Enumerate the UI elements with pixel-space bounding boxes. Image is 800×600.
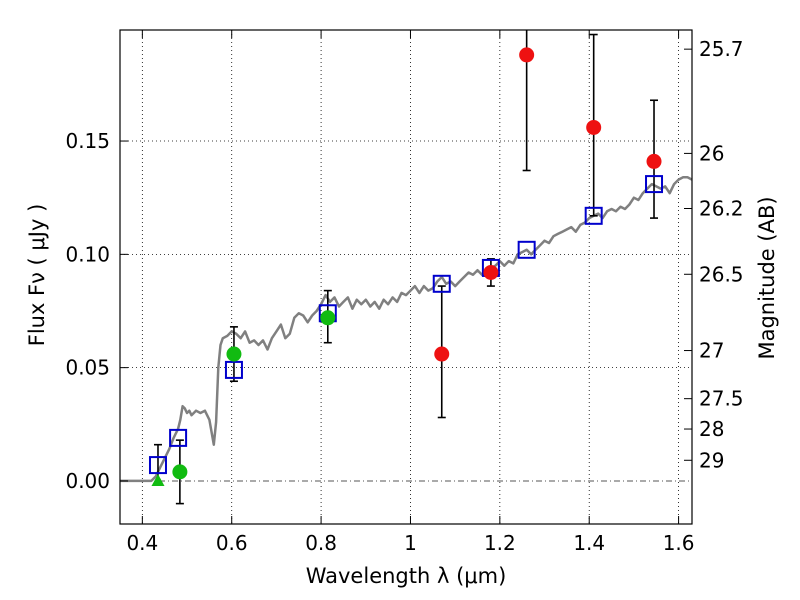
axis-ticks	[120, 30, 692, 524]
grid	[120, 30, 692, 524]
model-flux-marker	[169, 428, 188, 447]
data-markers	[148, 47, 664, 486]
mag-tick-label: 27	[699, 339, 724, 363]
model-flux-marker	[517, 240, 536, 259]
observed-flux-marker	[483, 264, 499, 280]
model-flux-marker	[148, 456, 167, 475]
mag-tick-label: 26.2	[699, 197, 744, 221]
y-tick-label: 0.05	[65, 356, 110, 380]
x-tick-label: 0.6	[216, 531, 248, 555]
model-flux-marker	[584, 206, 603, 225]
observed-flux-marker	[320, 310, 336, 326]
x-tick-labels: 0.4 0.6 0.8 1 1.2 1.4 1.6	[126, 531, 694, 555]
mag-tick-label: 26.5	[699, 262, 744, 286]
model-flux-marker	[432, 274, 451, 293]
x-tick-label: 0.8	[305, 531, 337, 555]
model-flux-marker	[224, 360, 243, 379]
observed-flux-marker	[172, 464, 188, 480]
y-tick-label: 0.10	[65, 242, 110, 266]
model-flux-marker	[645, 175, 664, 194]
plot-frame	[119, 29, 693, 525]
y-tick-label: 0.00	[65, 469, 110, 493]
x-tick-label: 0.4	[126, 531, 158, 555]
mag-tick-label: 25.7	[699, 37, 744, 61]
mag-tick-label: 27.5	[699, 387, 744, 411]
y-tick-label: 0.15	[65, 129, 110, 153]
observed-flux-marker	[519, 47, 535, 63]
y2-axis-label: Magnitude (AB)	[755, 196, 779, 359]
observed-flux-marker	[226, 346, 242, 362]
x-tick-label: 1.2	[484, 531, 516, 555]
x-axis-label: Wavelength λ (μm)	[306, 564, 507, 588]
y-axis-label: Flux Fν ( μJy )	[25, 204, 49, 347]
observed-flux-marker	[586, 119, 602, 135]
x-tick-label: 1	[404, 531, 417, 555]
y-tick-labels: 0.00 0.05 0.10 0.15	[65, 129, 110, 493]
upper-limit-marker	[151, 473, 165, 486]
mag-tick-label: 26	[699, 141, 724, 165]
observed-flux-marker	[646, 153, 662, 169]
magnitude-tick-labels: 25.7 26 26.2 26.5 27 27.5 28 29	[699, 37, 744, 472]
mag-tick-label: 28	[699, 417, 724, 441]
model-spectrum-line	[120, 176, 692, 483]
model-spectrum-layer	[120, 176, 692, 483]
mag-tick-label: 29	[699, 448, 724, 472]
x-tick-label: 1.6	[663, 531, 695, 555]
x-tick-label: 1.4	[573, 531, 605, 555]
observed-flux-marker	[434, 346, 450, 362]
